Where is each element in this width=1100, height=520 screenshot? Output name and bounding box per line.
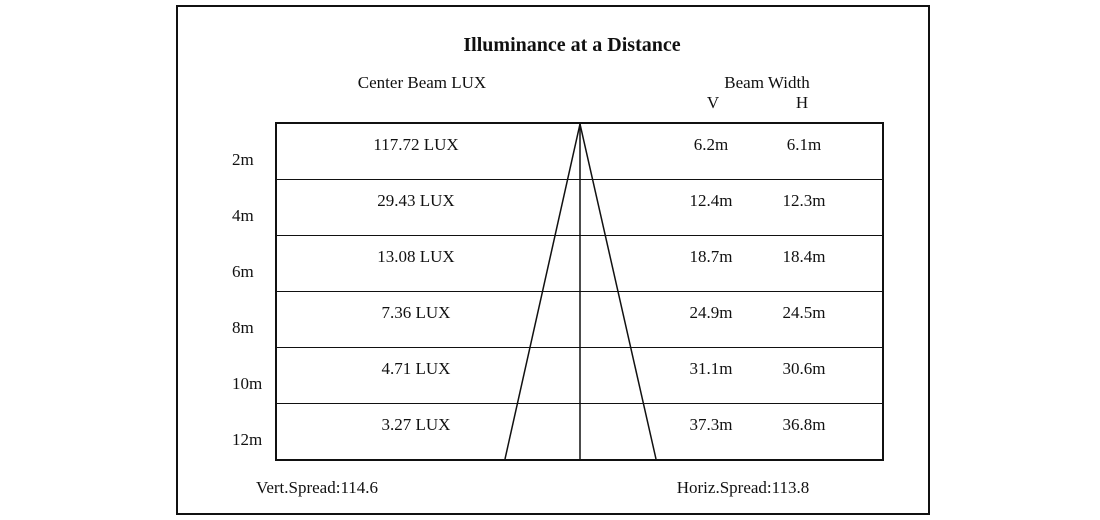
distance-label: 4m: [232, 206, 254, 225]
table-row: 4m 29.43 LUX 12.4m 12.3m: [232, 180, 882, 236]
beam-width-h-value: 18.4m: [782, 247, 826, 266]
distance-label: 12m: [232, 430, 263, 449]
column-header-center-beam-lux: Center Beam LUX: [357, 73, 487, 92]
beam-width-h-value: 6.1m: [786, 135, 822, 154]
beam-width-v-value: 18.7m: [689, 247, 733, 266]
beam-width-v-value: 6.2m: [693, 135, 729, 154]
center-beam-lux-value: 13.08 LUX: [377, 247, 455, 266]
outer-frame: Illuminance at a Distance Center Beam LU…: [176, 5, 930, 515]
table-row: 8m 7.36 LUX 24.9m 24.5m: [232, 292, 882, 348]
table-row: 10m 4.71 LUX 31.1m 30.6m: [232, 348, 882, 404]
distance-label: 10m: [232, 374, 263, 393]
table-row: 2m 117.72 LUX 6.2m 6.1m: [232, 124, 882, 180]
center-beam-lux-value: 3.27 LUX: [381, 415, 451, 434]
page-title: Illuminance at a Distance: [463, 34, 681, 56]
distance-label: 8m: [232, 318, 254, 337]
column-header-horizontal: H: [795, 93, 809, 112]
beam-width-h-value: 12.3m: [782, 191, 826, 210]
beam-width-h-value: 30.6m: [782, 359, 826, 378]
beam-width-v-value: 31.1m: [689, 359, 733, 378]
beam-width-h-value: 24.5m: [782, 303, 826, 322]
center-beam-lux-value: 29.43 LUX: [377, 191, 455, 210]
center-beam-lux-value: 117.72 LUX: [373, 135, 459, 154]
beam-width-v-value: 37.3m: [689, 415, 733, 434]
beam-width-v-value: 12.4m: [689, 191, 733, 210]
illuminance-table: 2m 117.72 LUX 6.2m 6.1m 4m 29.43 LUX 12.…: [232, 122, 884, 461]
distance-label: 2m: [232, 150, 254, 169]
column-header-vertical: V: [706, 93, 720, 112]
center-beam-lux-value: 4.71 LUX: [381, 359, 451, 378]
horizontal-spread-value: Horiz.Spread:113.8: [676, 478, 810, 497]
beam-width-h-value: 36.8m: [782, 415, 826, 434]
vertical-spread-value: Vert.Spread:114.6: [255, 478, 379, 497]
table-row: 12m 3.27 LUX 37.3m 36.8m: [232, 404, 882, 459]
table-row: 6m 13.08 LUX 18.7m 18.4m: [232, 236, 882, 292]
column-header-beam-width: Beam Width: [724, 73, 810, 92]
center-beam-lux-value: 7.36 LUX: [381, 303, 451, 322]
beam-width-v-value: 24.9m: [689, 303, 733, 322]
distance-label: 6m: [232, 262, 254, 281]
